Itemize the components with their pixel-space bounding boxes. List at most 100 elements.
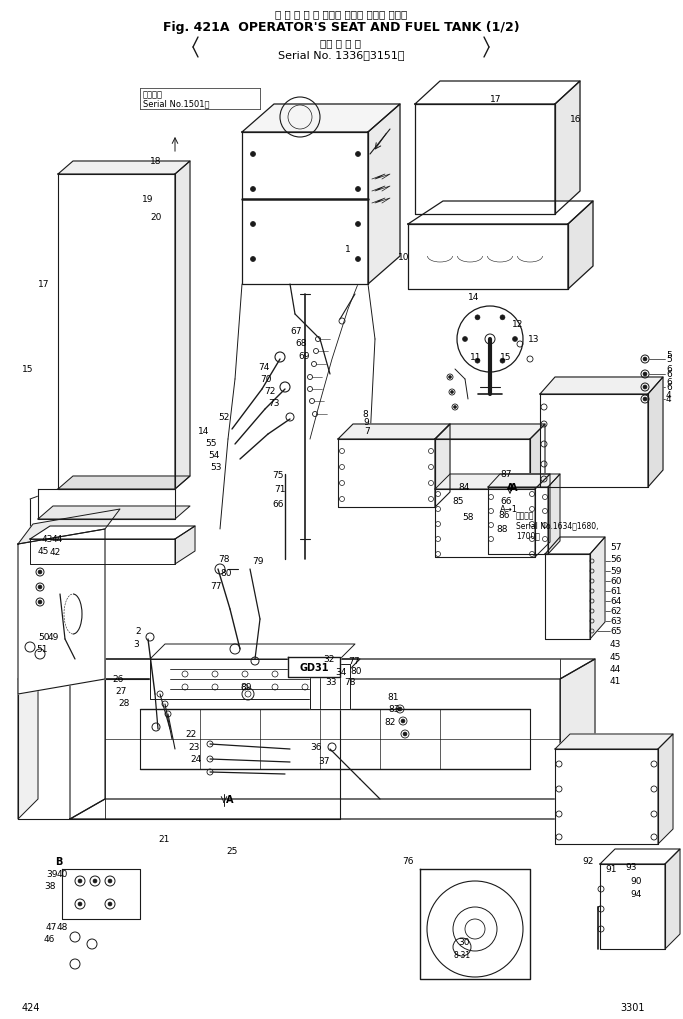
Text: A: A [510, 483, 518, 492]
Polygon shape [242, 105, 400, 132]
Polygon shape [530, 425, 545, 507]
Text: A→1: A→1 [500, 505, 518, 514]
Text: 68: 68 [295, 339, 307, 348]
Text: 77: 77 [348, 657, 359, 665]
Polygon shape [545, 537, 605, 554]
Text: 21: 21 [158, 835, 169, 844]
Text: 43: 43 [610, 640, 622, 649]
Text: 60: 60 [610, 577, 622, 586]
Text: 82: 82 [384, 717, 395, 727]
Text: 32: 32 [323, 655, 335, 663]
Polygon shape [175, 527, 195, 565]
Polygon shape [70, 659, 595, 680]
Circle shape [454, 407, 456, 409]
Polygon shape [58, 477, 190, 489]
Text: 27: 27 [115, 687, 126, 696]
Text: 66: 66 [272, 500, 283, 510]
Text: 71: 71 [274, 485, 285, 494]
Polygon shape [62, 869, 140, 919]
Text: 73: 73 [268, 399, 279, 408]
Text: オ ペ レ ー タ シート および フェル タンク: オ ペ レ ー タ シート および フェル タンク [275, 9, 407, 19]
Text: 33: 33 [325, 678, 337, 687]
Text: 63: 63 [610, 616, 622, 626]
Text: 57: 57 [610, 543, 622, 552]
Circle shape [462, 337, 467, 342]
Circle shape [475, 359, 480, 364]
Text: 3301: 3301 [620, 1002, 645, 1012]
Text: 84: 84 [458, 483, 469, 492]
Text: GD31: GD31 [299, 662, 329, 673]
Text: 45: 45 [610, 653, 622, 662]
Circle shape [643, 358, 647, 362]
Text: 36: 36 [310, 743, 322, 752]
Text: 56: 56 [610, 555, 622, 564]
Text: 64: 64 [610, 597, 622, 606]
Polygon shape [555, 735, 673, 749]
Text: 3: 3 [133, 640, 139, 649]
Polygon shape [18, 659, 360, 680]
Text: 86: 86 [498, 511, 510, 520]
Text: 89: 89 [240, 683, 251, 692]
Polygon shape [242, 132, 368, 284]
Text: 34: 34 [335, 667, 346, 677]
Polygon shape [368, 105, 400, 284]
Text: 72: 72 [264, 387, 275, 396]
Text: 15: 15 [22, 365, 33, 374]
Polygon shape [665, 849, 680, 949]
Text: 43: 43 [42, 535, 53, 544]
Polygon shape [408, 225, 568, 289]
Text: 80: 80 [350, 666, 361, 676]
Polygon shape [600, 864, 665, 949]
Text: 14: 14 [198, 427, 210, 436]
Text: 37: 37 [318, 757, 329, 765]
Text: 47: 47 [46, 922, 57, 931]
Text: 74: 74 [258, 363, 269, 372]
Text: 2: 2 [135, 627, 141, 636]
Text: 26: 26 [112, 675, 124, 684]
Circle shape [643, 397, 647, 401]
Text: 424: 424 [22, 1002, 40, 1012]
Polygon shape [435, 425, 545, 439]
Text: 6: 6 [666, 365, 672, 374]
Circle shape [38, 571, 42, 575]
Polygon shape [555, 82, 580, 215]
Text: 78: 78 [218, 555, 229, 564]
Text: 75: 75 [272, 471, 283, 480]
Polygon shape [38, 506, 190, 520]
Text: 55: 55 [205, 439, 217, 448]
Polygon shape [18, 680, 340, 819]
Text: 4: 4 [666, 395, 671, 405]
Polygon shape [150, 659, 340, 699]
Text: 91: 91 [605, 865, 617, 873]
Text: Serial No.1634～1680,: Serial No.1634～1680, [516, 521, 598, 530]
Text: 41: 41 [610, 677, 622, 686]
Circle shape [93, 879, 97, 883]
Text: 適用号機: 適用号機 [516, 511, 535, 520]
Text: 1700～: 1700～ [516, 531, 540, 540]
Text: 38: 38 [44, 881, 55, 891]
Text: 87: 87 [500, 470, 512, 479]
Text: 44: 44 [610, 664, 622, 674]
Circle shape [355, 187, 361, 193]
Circle shape [512, 337, 518, 342]
Polygon shape [545, 554, 590, 639]
Text: B: B [55, 856, 62, 866]
Text: 80: 80 [220, 569, 232, 578]
Text: 42: 42 [50, 548, 61, 557]
Circle shape [38, 600, 42, 604]
Text: 6: 6 [666, 383, 672, 392]
Circle shape [500, 316, 505, 321]
Polygon shape [415, 82, 580, 105]
Polygon shape [338, 439, 435, 507]
Polygon shape [30, 539, 175, 565]
Polygon shape [540, 378, 663, 394]
Text: 40: 40 [57, 869, 68, 878]
Text: 69: 69 [298, 353, 309, 361]
Text: 46: 46 [44, 934, 55, 944]
Text: 61: 61 [610, 587, 622, 596]
Text: （適 用 号 機: （適 用 号 機 [320, 38, 361, 48]
Polygon shape [338, 425, 450, 439]
Circle shape [500, 359, 505, 364]
Text: 18: 18 [150, 157, 161, 166]
Polygon shape [435, 439, 530, 507]
